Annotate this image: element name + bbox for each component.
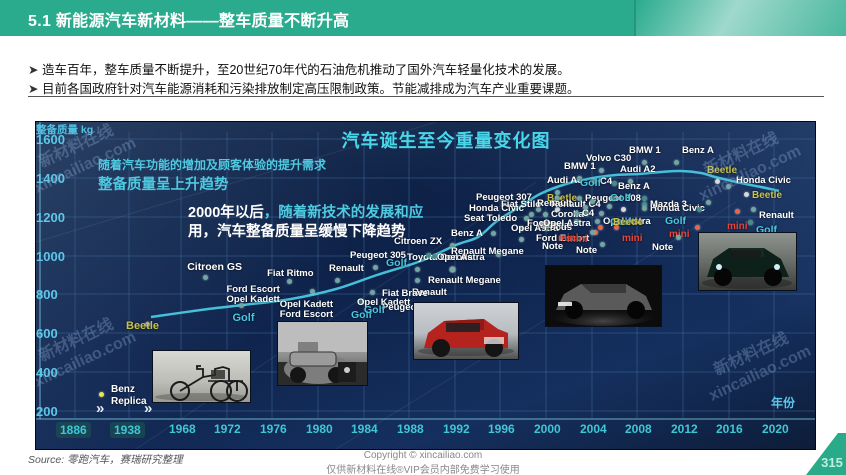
svg-text:315: 315 [821,455,843,470]
